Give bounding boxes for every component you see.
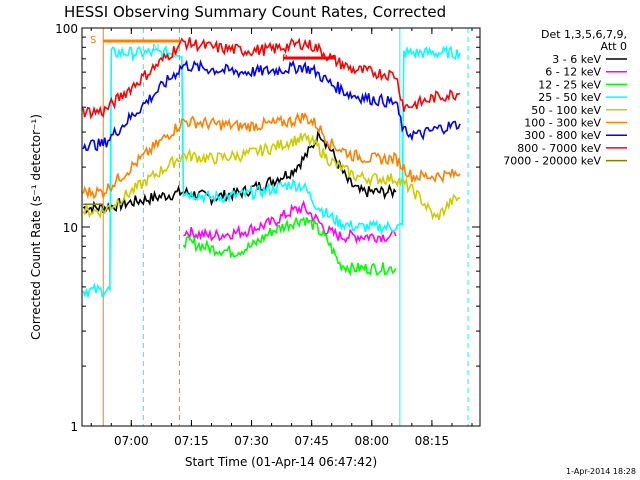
x-tick-label-0: 07:00	[114, 434, 149, 448]
series-line-4	[82, 132, 461, 221]
legend-entry-4: 50 - 100 keV	[531, 104, 601, 117]
y-axis: 1 10 100	[55, 22, 480, 434]
x-tick-label-3: 07:45	[294, 434, 329, 448]
series-line-2	[182, 216, 397, 277]
attenuator-label-n: N	[152, 43, 159, 54]
series-line-7	[82, 37, 461, 120]
legend-entry-3: 25 - 50 keV	[538, 91, 601, 104]
series-line-1	[183, 199, 397, 245]
y-tick-label-2: 100	[55, 22, 78, 36]
attenuator-label-s: S	[90, 35, 96, 46]
y-axis-label: Corrected Count Rate (s⁻¹ detector⁻¹)	[29, 114, 43, 340]
flare-label: P	[282, 54, 288, 64]
legend-header-0: Det 1,3,5,6,7,9,	[541, 28, 627, 41]
chart-title: HESSI Observing Summary Count Rates, Cor…	[64, 3, 446, 21]
x-tick-label-1: 07:15	[174, 434, 209, 448]
legend-entry-2: 12 - 25 keV	[538, 78, 601, 91]
legend-entry-6: 300 - 800 keV	[524, 129, 601, 142]
x-tick-label-5: 08:15	[415, 434, 450, 448]
x-tick-label-4: 08:00	[354, 434, 389, 448]
legend-entry-7: 800 - 7000 keV	[517, 142, 601, 155]
legend-entry-5: 100 - 300 keV	[524, 117, 601, 130]
y-tick-label-1: 10	[63, 221, 78, 235]
series-layer	[82, 37, 461, 300]
series-line-3	[82, 44, 461, 300]
legend-entry-0: 3 - 6 keV	[552, 53, 601, 66]
series-line-0	[82, 130, 397, 214]
x-axis-label: Start Time (01-Apr-14 06:47:42)	[185, 455, 377, 469]
y-tick-label-0: 1	[70, 420, 78, 434]
legend-entry-1: 6 - 12 keV	[545, 66, 601, 79]
x-axis: 07:00 07:15 07:30 07:45 08:00 08:15	[90, 28, 473, 448]
legend-entry-8: 7000 - 20000 keV	[503, 155, 601, 168]
legend-header-1: Att 0	[601, 40, 627, 53]
timestamp: 1-Apr-2014 18:28	[566, 467, 636, 476]
series-line-5	[82, 111, 461, 200]
x-tick-label-2: 07:30	[234, 434, 269, 448]
series-line-6	[82, 58, 461, 152]
